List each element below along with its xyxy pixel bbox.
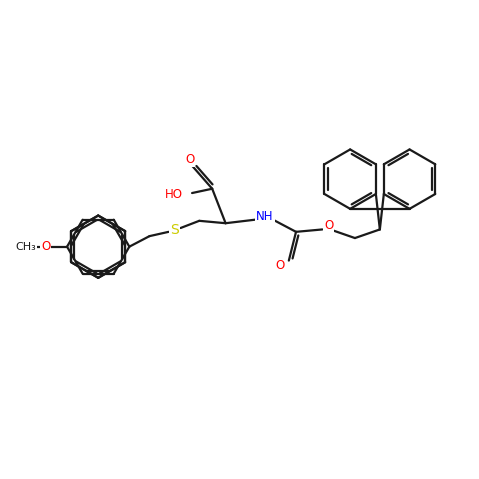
Text: HO: HO bbox=[164, 188, 182, 201]
Text: S: S bbox=[170, 223, 179, 238]
Text: O: O bbox=[41, 240, 50, 253]
Text: NH: NH bbox=[256, 209, 274, 223]
Text: O: O bbox=[185, 153, 194, 166]
Text: CH₃: CH₃ bbox=[15, 242, 36, 251]
Text: O: O bbox=[324, 219, 333, 232]
Text: O: O bbox=[275, 259, 285, 272]
